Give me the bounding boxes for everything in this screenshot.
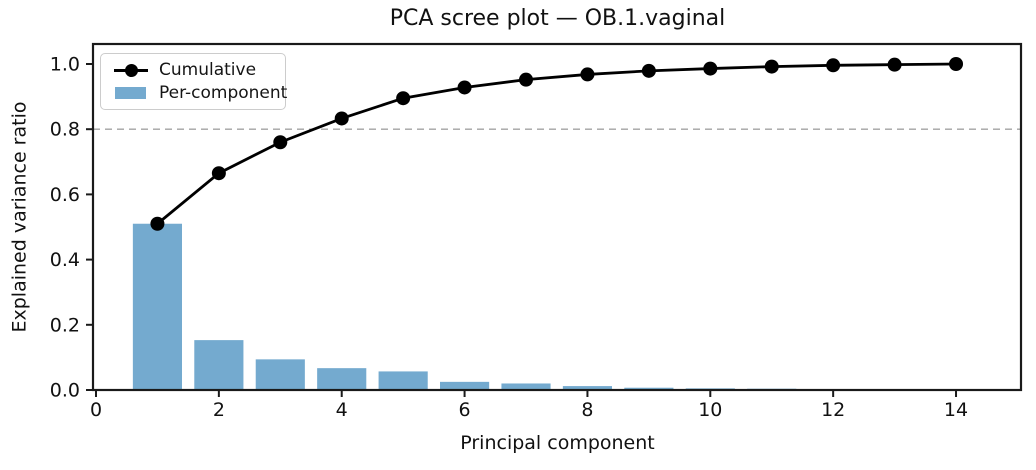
cumulative-point-pc5: [396, 91, 411, 106]
y-tick-label: 0.2: [50, 314, 80, 336]
y-tick-label: 1.0: [50, 54, 80, 76]
bar-pc9: [624, 387, 674, 390]
cumulative-point-pc2: [211, 166, 226, 181]
cumulative-point-pc13: [887, 57, 902, 72]
legend-dot-icon: [125, 64, 138, 78]
bar-pc6: [440, 381, 490, 390]
cumulative-point-pc12: [826, 58, 841, 73]
cumulative-point-pc1: [150, 216, 165, 231]
cumulative-point-pc9: [641, 63, 656, 78]
bar-pc5: [378, 371, 428, 390]
y-tick-label: 0.4: [50, 249, 80, 271]
legend: Cumulative Per-component: [100, 53, 287, 110]
cumulative-point-pc11: [764, 59, 779, 74]
legend-label-per-component: Per-component: [159, 82, 288, 103]
y-axis-label-text: Explained variance ratio: [8, 101, 30, 333]
x-tick-label: 8: [581, 399, 593, 421]
cumulative-line: [156, 62, 957, 225]
cumulative-point-pc8: [580, 67, 595, 82]
axes-box: [91, 42, 1023, 392]
x-tick-label: 14: [944, 399, 968, 421]
legend-item-per-component: Per-component: [114, 82, 287, 105]
legend-item-cumulative: Cumulative: [114, 59, 275, 82]
y-tick-label: 0.0: [50, 380, 80, 402]
y-tick-label: 0.6: [50, 184, 80, 206]
x-tick-label: 2: [213, 399, 225, 421]
chart-title: PCA scree plot — OB.1.vaginal: [389, 6, 726, 31]
x-tick-label: 4: [336, 399, 348, 421]
cumulative-point-pc6: [457, 80, 472, 95]
bar-pc4: [317, 368, 367, 390]
bar-pc8: [562, 386, 613, 390]
cumulative-point-pc3: [273, 135, 288, 150]
bar-pc2: [194, 340, 244, 390]
bar-pc7: [501, 383, 551, 390]
x-tick-label: 6: [459, 399, 471, 421]
x-axis-label: Principal component: [460, 432, 655, 454]
legend-label-cumulative: Cumulative: [159, 60, 257, 81]
cumulative-point-pc4: [334, 111, 349, 126]
y-tick-label: 0.8: [50, 119, 80, 141]
cumulative-line-sample: [114, 62, 148, 78]
cumulative-point-pc10: [703, 61, 718, 76]
bar-pc3: [255, 359, 305, 390]
cumulative-point-pc7: [519, 72, 534, 87]
legend-swatch-icon: [115, 86, 146, 99]
x-tick-label: 0: [90, 399, 102, 421]
bar-pc1: [132, 223, 183, 390]
x-tick-label: 10: [698, 399, 722, 421]
y-axis-label: Explained variance ratio: [6, 44, 32, 390]
x-tick-label: 12: [821, 399, 845, 421]
bar-swatch-sample: [114, 85, 148, 101]
cumulative-point-pc14: [949, 57, 964, 71]
